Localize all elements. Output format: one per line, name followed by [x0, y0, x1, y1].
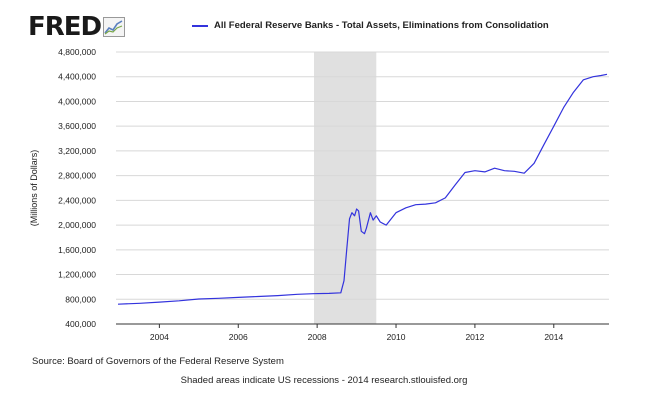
y-tick-label: 400,000	[65, 319, 96, 329]
source-note: Source: Board of Governors of the Federa…	[32, 356, 284, 367]
logo-text: FRED	[28, 12, 102, 42]
legend: All Federal Reserve Banks - Total Assets…	[192, 20, 549, 31]
footer-note: Shaded areas indicate US recessions - 20…	[180, 375, 468, 386]
x-tick-label: 2004	[150, 332, 169, 342]
y-tick-label: 3,600,000	[58, 121, 96, 131]
x-tick-label: 2012	[465, 332, 484, 342]
series-line	[117, 73, 608, 305]
y-tick-label: 800,000	[65, 294, 96, 304]
chart-area: 400,000 800,000 1,200,000 1,600,000 2,000,00…	[29, 47, 609, 342]
y-tick-label: 2,800,000	[58, 171, 96, 181]
legend-swatch	[192, 24, 208, 27]
y-tick-label: 2,000,000	[58, 220, 96, 230]
recession-shading	[313, 52, 377, 324]
y-tick-label: 4,400,000	[58, 72, 96, 82]
y-tick-label: 2,400,000	[58, 195, 96, 205]
legend-label: All Federal Reserve Banks - Total Assets…	[214, 20, 549, 31]
x-tick-label: 2010	[387, 332, 406, 342]
y-tick-label: 4,800,000	[58, 47, 96, 57]
y-tick-label: 1,600,000	[58, 245, 96, 255]
y-tick-label: 1,200,000	[58, 270, 96, 280]
fred-logo: FRED	[28, 12, 126, 42]
y-tick-label: 3,200,000	[58, 146, 96, 156]
y-axis-label: (Millions of Dollars)	[29, 150, 39, 227]
x-tick-label: 2008	[308, 332, 327, 342]
x-tick-label: 2006	[229, 332, 248, 342]
logo-graph-icon	[103, 17, 126, 37]
x-tick-label: 2014	[544, 332, 563, 342]
y-tick-label: 4,000,000	[58, 96, 96, 106]
